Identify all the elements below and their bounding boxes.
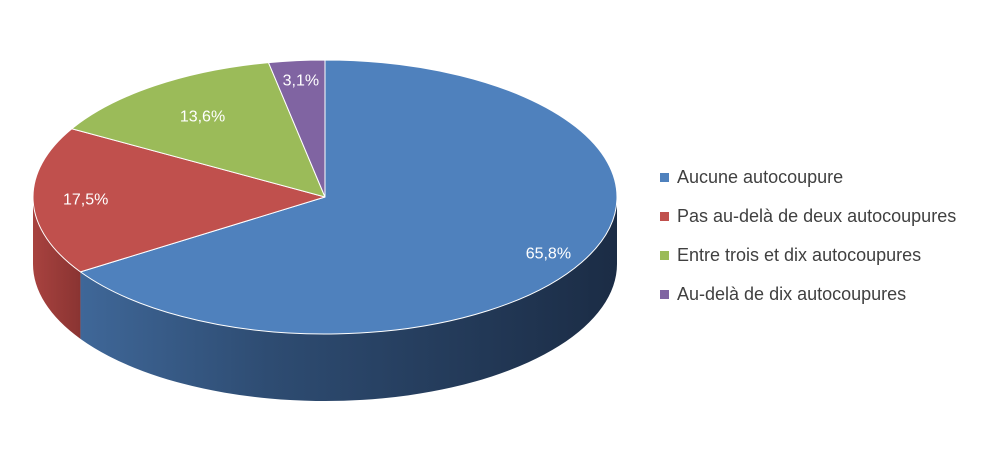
legend-label-dix: Au-delà de dix autocoupures xyxy=(677,283,907,304)
legend-label-trois-dix: Entre trois et dix autocoupures xyxy=(677,244,922,265)
pie-slice-dix xyxy=(267,59,326,198)
legend: Aucune autocoupure Pas au-delà de deux a… xyxy=(660,166,956,305)
legend-swatch-aucune xyxy=(660,172,669,182)
pie-slice-deux xyxy=(32,128,326,273)
legend-swatch-deux xyxy=(660,211,669,221)
legend-swatch-dix xyxy=(660,289,669,299)
pie-side-aucune xyxy=(80,197,617,402)
pie-slice-aucune xyxy=(79,59,618,335)
data-label-dix: 3,1% xyxy=(283,73,319,90)
legend-label-deux: Pas au-delà de deux autocoupures xyxy=(677,205,957,226)
legend-item-trois-dix: Entre trois et dix autocoupures xyxy=(660,244,956,266)
data-label-deux: 17,5% xyxy=(63,192,108,209)
legend-item-aucune: Aucune autocoupure xyxy=(660,166,956,188)
data-label-aucune: 65,8% xyxy=(526,245,571,262)
legend-label-aucune: Aucune autocoupure xyxy=(677,166,844,187)
pie-side-deux xyxy=(33,197,81,339)
legend-item-dix: Au-delà de dix autocoupures xyxy=(660,283,956,305)
legend-swatch-trois-dix xyxy=(660,250,669,260)
pie-slice-trois-dix xyxy=(71,62,326,198)
data-label-trois-dix: 13,6% xyxy=(180,108,225,125)
legend-item-deux: Pas au-delà de deux autocoupures xyxy=(660,205,956,227)
